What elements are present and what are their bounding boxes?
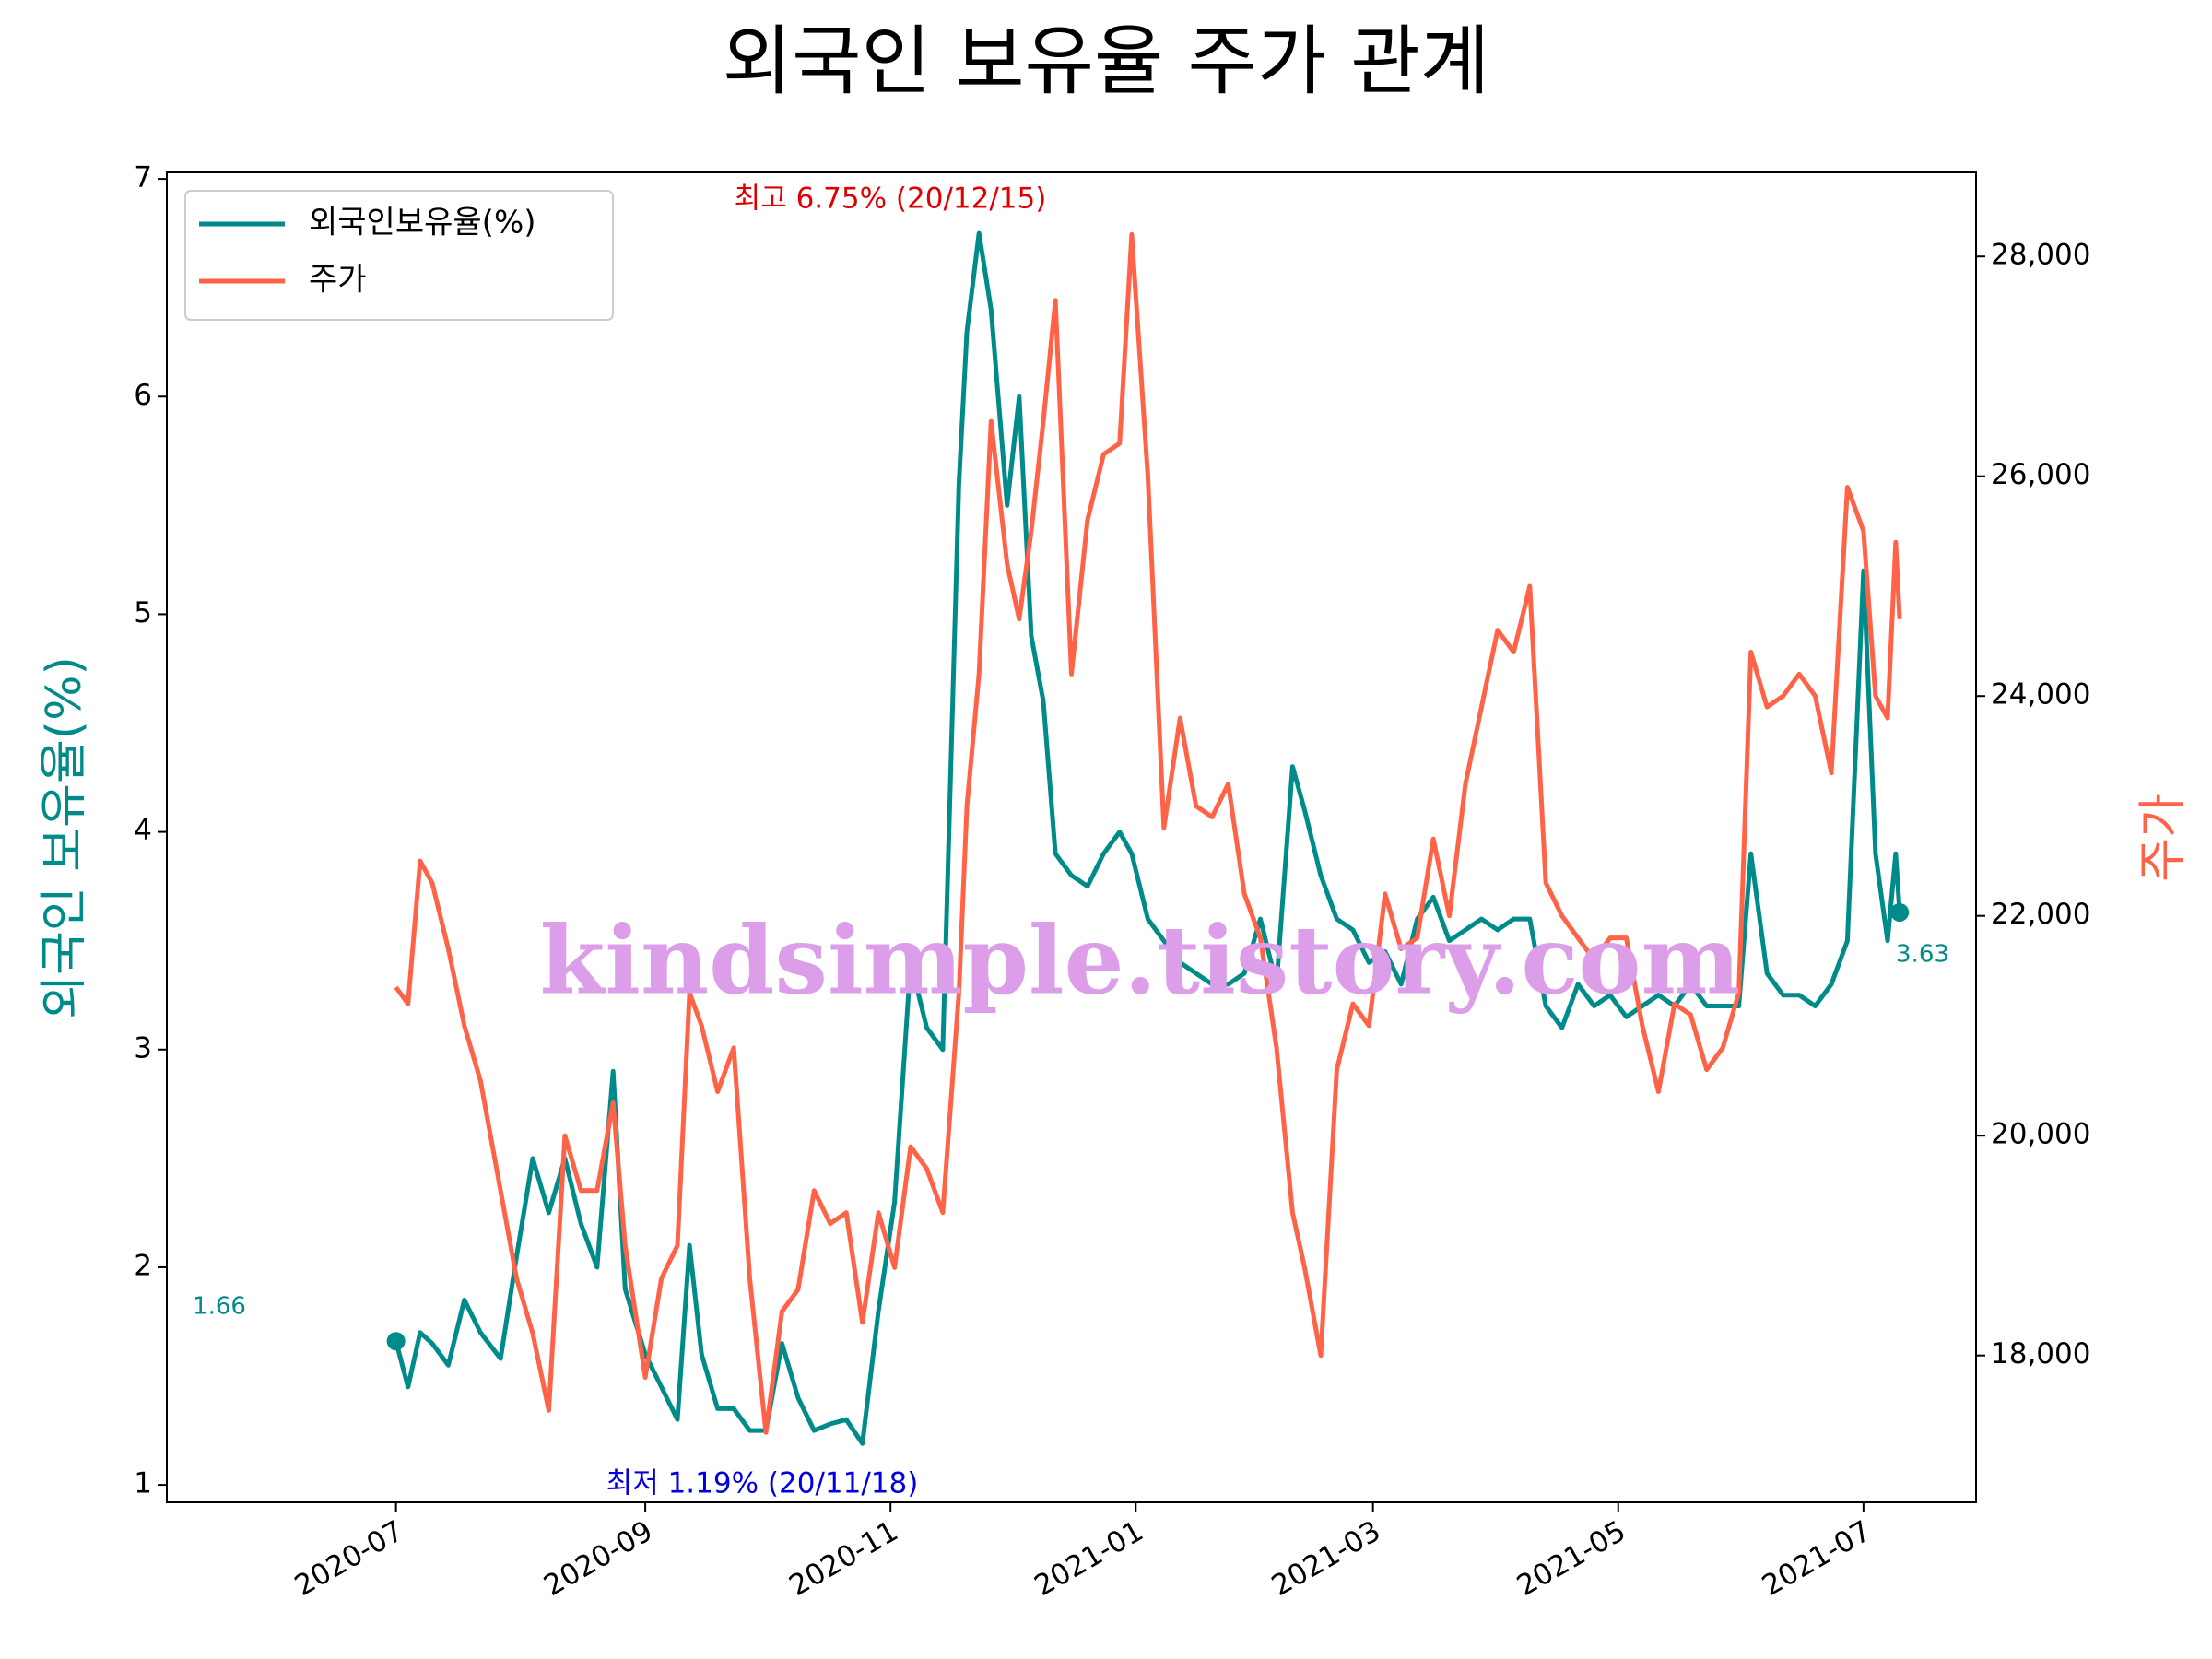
x-tick-label: 2020-09 <box>538 1514 658 1603</box>
y-tick-label: 1 <box>134 1467 152 1500</box>
x-tick-label: 2020-07 <box>289 1514 409 1603</box>
legend: 외국인보유율(%) 주가 <box>184 190 614 321</box>
y-tick-label: 4 <box>134 814 152 847</box>
y2-tick-label: 26,000 <box>1991 458 2090 491</box>
series-line <box>394 230 1902 1446</box>
max-annotation: 최고 6.75% (20/12/15) <box>735 182 1047 216</box>
x-tick-label: 2021-07 <box>1757 1514 1877 1603</box>
x-tick-label: 2021-05 <box>1512 1514 1631 1603</box>
y-tick-label: 5 <box>134 596 152 629</box>
end-annotation: 3.63 <box>1896 941 1949 969</box>
y2-tick-label: 28,000 <box>1991 239 2090 272</box>
y2-axis-label: 주가 <box>2136 794 2191 882</box>
y2-tick-label: 22,000 <box>1991 898 2090 931</box>
plot-area <box>386 230 1910 1446</box>
y-tick-label: 7 <box>134 161 152 194</box>
y-tick-label: 6 <box>134 379 152 412</box>
x-tick-label: 2021-03 <box>1266 1514 1386 1603</box>
x-tick-label: 2021-01 <box>1029 1514 1148 1603</box>
legend-box <box>184 190 614 321</box>
y2-tick-label: 24,000 <box>1991 678 2090 712</box>
y-axis-label: 외국인 보유율(%) <box>37 656 92 1019</box>
y2-tick-label: 20,000 <box>1991 1118 2090 1151</box>
legend-label: 주가 <box>309 262 367 299</box>
y-tick-label: 2 <box>134 1249 152 1282</box>
plot-frame <box>166 171 1977 1503</box>
legend-label: 외국인보유율(%) <box>309 205 536 241</box>
x-tick-label: 2020-11 <box>783 1514 903 1603</box>
chart-title: 외국인 보유율 주가 관계 <box>723 18 1490 105</box>
series-line <box>394 231 1902 1435</box>
min-annotation: 최저 1.19% (20/11/18) <box>606 1467 919 1500</box>
start-annotation: 1.66 <box>193 1293 246 1321</box>
y2-tick-label: 18,000 <box>1991 1337 2090 1371</box>
y-tick-label: 3 <box>134 1031 152 1065</box>
endpoint-marker <box>1890 902 1910 922</box>
endpoint-marker <box>386 1332 406 1351</box>
watermark: kindsimple.tistory.com <box>540 906 1741 1017</box>
